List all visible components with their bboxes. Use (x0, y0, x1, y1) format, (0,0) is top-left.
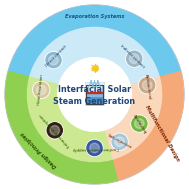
Wedge shape (27, 77, 112, 162)
Text: Salt-rejection: Salt-rejection (107, 134, 133, 150)
Circle shape (49, 55, 58, 65)
Text: Multifunctional Design: Multifunctional Design (144, 105, 180, 162)
Text: Enhanced absorption: Enhanced absorption (38, 113, 70, 148)
Circle shape (131, 115, 148, 132)
Circle shape (125, 50, 143, 67)
Bar (87, 92, 102, 93)
Wedge shape (112, 71, 183, 180)
Text: Evaporation Systems: Evaporation Systems (65, 14, 124, 19)
Text: Interfacial Solar
Steam Generation: Interfacial Solar Steam Generation (53, 85, 136, 106)
Text: Indirect contact: Indirect contact (120, 44, 146, 69)
Text: Heat Insulation: Heat Insulation (37, 74, 44, 105)
Text: Confined water supply: Confined water supply (72, 146, 119, 151)
Text: Antibacterial: Antibacterial (144, 74, 152, 100)
Wedge shape (9, 6, 180, 77)
Circle shape (115, 137, 124, 146)
Circle shape (111, 133, 128, 150)
Bar (87, 96, 102, 104)
Circle shape (129, 54, 139, 64)
Wedge shape (6, 71, 118, 183)
Circle shape (58, 58, 131, 131)
Circle shape (46, 122, 64, 139)
Text: Antifouling: Antifouling (132, 113, 147, 134)
Circle shape (33, 81, 50, 98)
Bar (87, 93, 102, 96)
Circle shape (36, 85, 46, 95)
Circle shape (135, 119, 144, 128)
Circle shape (90, 143, 99, 153)
Wedge shape (104, 77, 162, 159)
Circle shape (142, 81, 152, 90)
Circle shape (50, 125, 60, 135)
Wedge shape (30, 27, 159, 85)
Circle shape (139, 77, 156, 94)
Bar (85, 82, 104, 105)
Text: Design Principles: Design Principles (20, 131, 58, 169)
Circle shape (45, 51, 62, 69)
Text: Direct contact: Direct contact (45, 45, 68, 68)
Circle shape (86, 139, 103, 157)
